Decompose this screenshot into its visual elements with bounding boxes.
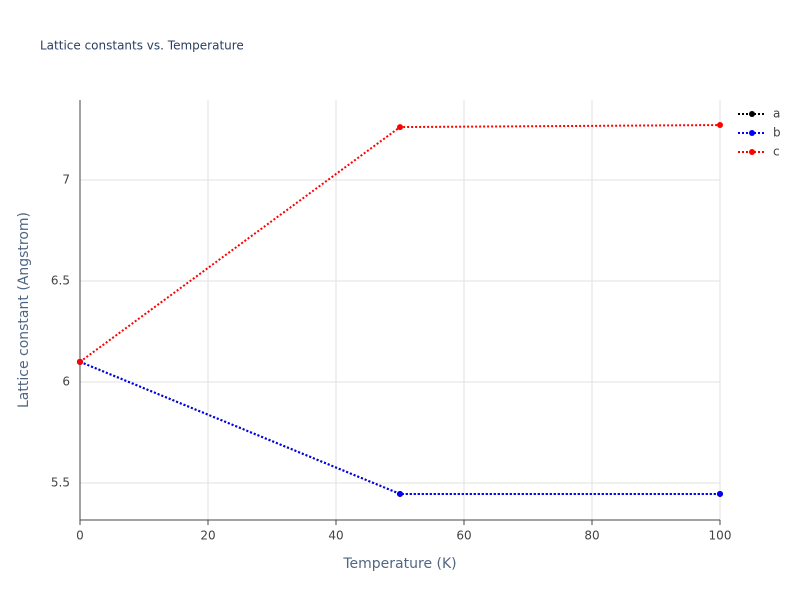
marker (717, 122, 723, 129)
marker (77, 358, 83, 365)
x-tick-label: 0 (76, 529, 84, 543)
x-tick-label: 100 (709, 529, 732, 543)
y-axis-label: Lattice constant (Angstrom) (16, 212, 32, 408)
legend-marker (749, 149, 755, 155)
marker (397, 490, 403, 497)
y-tick-label: 6 (62, 375, 70, 389)
series-line (79, 124, 721, 363)
legend-marker (749, 111, 755, 117)
legend-label: c (773, 145, 780, 159)
chart-title: Lattice constants vs. Temperature (40, 39, 244, 53)
y-tick-label: 5.5 (51, 476, 70, 490)
y-tick-label: 6.5 (51, 274, 70, 288)
y-tick-label: 7 (62, 173, 70, 187)
legend-label: a (773, 107, 780, 121)
legend-label: b (773, 126, 781, 140)
x-tick-label: 20 (200, 529, 215, 543)
marker (397, 124, 403, 131)
x-tick-label: 40 (328, 529, 343, 543)
x-tick-label: 80 (584, 529, 599, 543)
marker (717, 490, 723, 497)
x-axis-label: Temperature (K) (342, 556, 456, 572)
legend-marker (749, 130, 755, 136)
x-tick-label: 60 (456, 529, 471, 543)
